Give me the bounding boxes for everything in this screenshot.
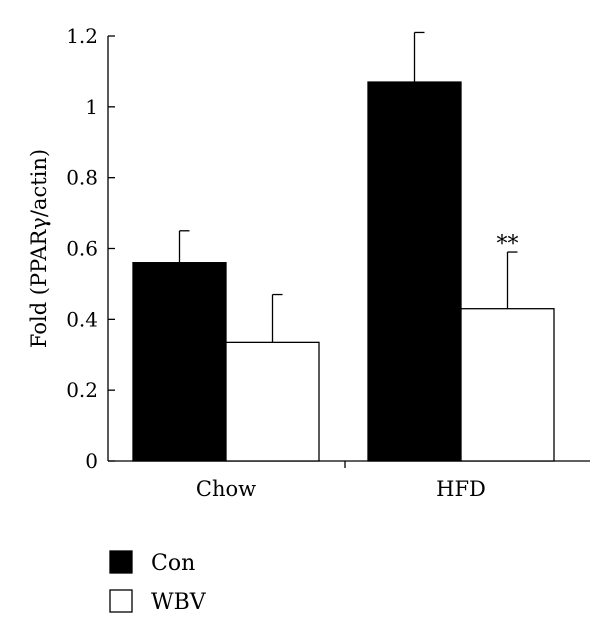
y-tick-label: 1 xyxy=(85,95,98,119)
y-tick-label: 0 xyxy=(85,449,98,473)
bar-wbv-hfd xyxy=(460,308,555,462)
legend-label-con: Con xyxy=(151,551,195,576)
x-category-label: HFD xyxy=(436,477,486,501)
x-category-label: Chow xyxy=(196,477,256,501)
bar-con-hfd xyxy=(367,81,462,462)
y-axis-title: Fold (PPARγ/actin) xyxy=(27,149,51,348)
legend-swatch-con xyxy=(109,550,133,574)
legend-swatch-wbv xyxy=(109,589,133,613)
labels: 0 0.2 0.4 0.6 0.8 1 1.2 Chow HFD ** Fold (PPARγ/ac… xyxy=(27,24,519,501)
significance-annotation: ** xyxy=(497,232,519,257)
bar-wbv-chow xyxy=(225,341,320,462)
y-tick-label: 0.6 xyxy=(66,237,98,261)
legend-label-wbv: WBV xyxy=(151,590,207,615)
bar-con-chow xyxy=(132,262,227,462)
legend: Con WBV xyxy=(109,550,207,615)
y-tick-label: 0.8 xyxy=(66,166,98,190)
y-tick-label: 0.2 xyxy=(66,378,98,402)
y-tick-label: 1.2 xyxy=(66,24,98,48)
bars xyxy=(132,31,555,462)
y-tick-label: 0.4 xyxy=(66,307,98,331)
